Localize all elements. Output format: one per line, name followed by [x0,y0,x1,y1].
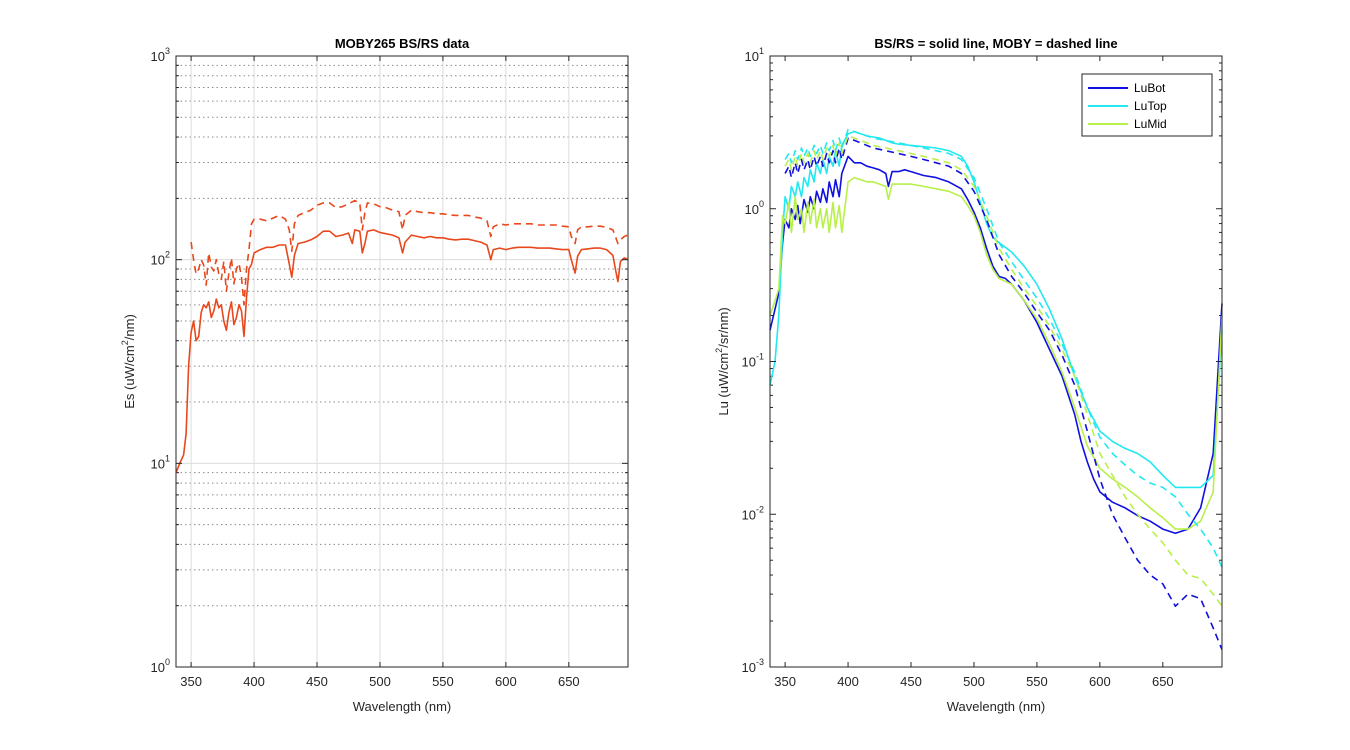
chart-panel-1: 350 400 450 500 550 600 650 100 101 102 103 MOBY265… [120,36,629,714]
chart-panel-2: 350 400 450 500 550 600 650 10-3 10-2 10-1 100 101 B… [714,36,1223,714]
plot-area [770,56,1222,667]
axes-frame [175,55,629,668]
series-line-lumid-solid [769,176,1223,530]
series-line-lubot-dashed [784,137,1223,650]
legend: LuBot LuTop LuMid [1081,73,1213,137]
x-tick-label: 550 [1026,674,1048,689]
y-tick-label: 101 [151,453,170,471]
x-tick-label: 500 [369,674,391,689]
y-tick-label: 103 [151,46,170,64]
series-line-lumid-dashed [784,135,1223,607]
x-tick-label: 500 [963,674,985,689]
y-axis-label: Lu (uW/cm2/sr/nm) [714,307,731,415]
x-tick-label: 350 [774,674,796,689]
x-tick-label: 650 [1152,674,1174,689]
x-axis-label: Wavelength (nm) [947,699,1046,714]
x-tick-label: 400 [837,674,859,689]
legend-label-lubot: LuBot [1134,81,1166,95]
x-tick-label: 600 [495,674,517,689]
series-line-lutop-solid [769,130,1223,489]
legend-label-lutop: LuTop [1134,99,1167,113]
y-tick-label: 100 [745,199,764,217]
series-line-es-dashed [190,199,629,306]
chart-title: BS/RS = solid line, MOBY = dashed line [874,36,1117,51]
x-tick-label: 650 [558,674,580,689]
x-tick-label: 550 [432,674,454,689]
y-tick-label: 10-3 [742,657,764,675]
y-tick-label: 10-2 [742,504,764,522]
y-axis-label: Es (uW/cm2/nm) [120,314,137,409]
y-tick-label: 102 [151,250,170,268]
x-tick-label: 450 [900,674,922,689]
series-line-lutop-dashed [784,128,1223,568]
series-line-es-solid [175,229,629,473]
y-tick-label: 10-1 [742,352,764,370]
y-tick-label: 101 [745,46,764,64]
plot-area [176,56,628,667]
x-tick-label: 400 [243,674,265,689]
y-tick-label: 100 [151,657,170,675]
x-tick-label: 350 [180,674,202,689]
x-axis-label: Wavelength (nm) [353,699,452,714]
chart-title: MOBY265 BS/RS data [335,36,470,51]
legend-label-lumid: LuMid [1134,117,1167,131]
x-tick-label: 600 [1089,674,1111,689]
x-tick-label: 450 [306,674,328,689]
